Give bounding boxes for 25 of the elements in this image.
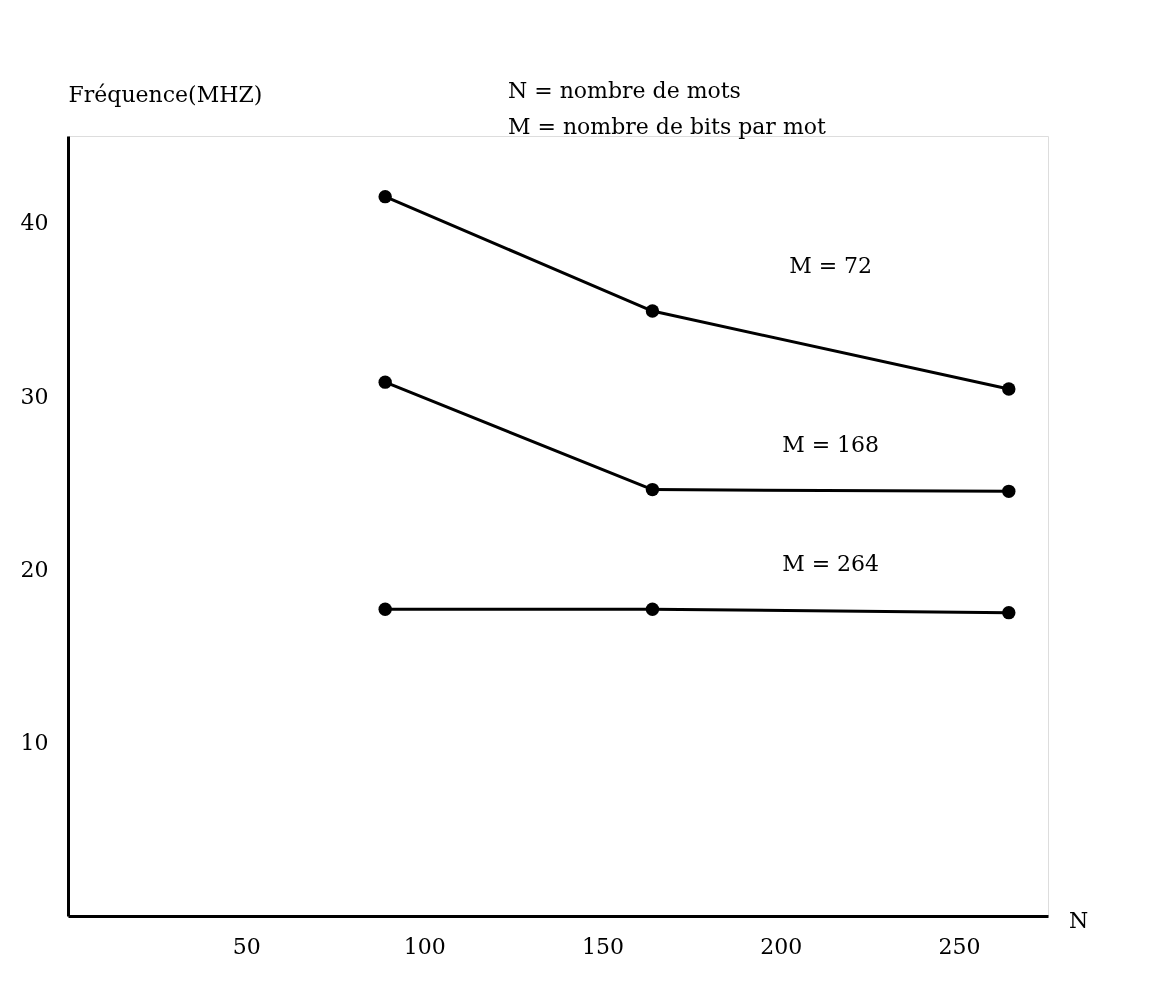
point	[378, 189, 392, 204]
point	[645, 602, 660, 616]
text: M = 72	[789, 253, 873, 279]
y-tick-label: 30	[20, 383, 49, 409]
point	[645, 304, 660, 318]
point	[645, 482, 660, 497]
text: N = nombre de mots	[508, 78, 741, 103]
y-tick-label: 40	[20, 210, 49, 236]
y-axis-title: Fréquence(MHZ)	[68, 81, 263, 107]
y-tick-label: 20	[20, 556, 49, 582]
point	[1002, 484, 1016, 499]
x-axis-title: N	[1068, 907, 1089, 933]
annotation: M = nombre de bits par mot	[508, 114, 826, 139]
x-tick-label: 50	[232, 933, 261, 959]
point	[378, 375, 392, 389]
x-tick-label: 150	[582, 933, 625, 959]
point	[1002, 605, 1016, 620]
y-tick-label: 10	[20, 730, 49, 756]
series-label: M = 264	[782, 551, 880, 577]
x-tick-label: 250	[938, 933, 981, 959]
series-label: M = 168	[782, 431, 880, 457]
x-tick-label: 100	[403, 933, 446, 959]
x-tick-label: 200	[760, 933, 803, 959]
point	[1002, 382, 1016, 396]
point	[378, 602, 392, 616]
